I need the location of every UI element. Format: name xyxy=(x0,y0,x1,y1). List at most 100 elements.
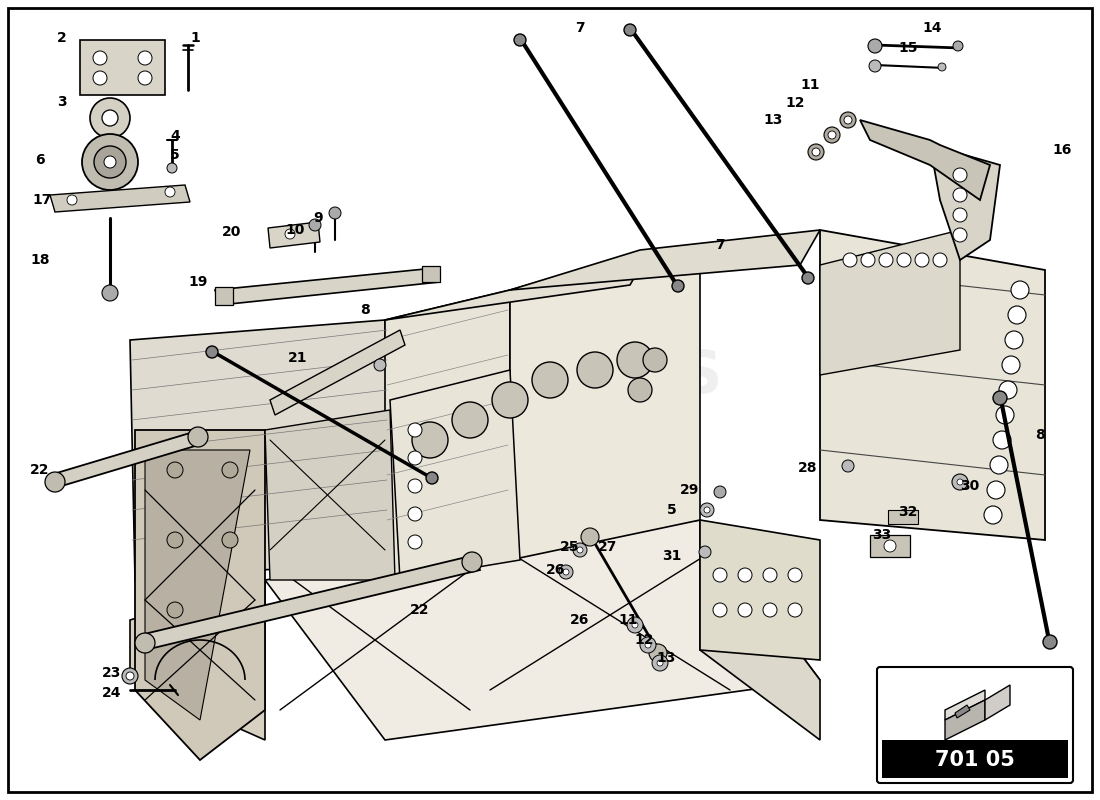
Text: 18: 18 xyxy=(31,253,50,267)
Text: 8: 8 xyxy=(360,303,370,317)
Text: 22: 22 xyxy=(31,463,50,477)
Circle shape xyxy=(581,528,600,546)
Circle shape xyxy=(868,39,882,53)
Polygon shape xyxy=(860,120,990,200)
Text: 33: 33 xyxy=(872,528,892,542)
Text: 10: 10 xyxy=(285,223,305,237)
Circle shape xyxy=(884,540,896,552)
Text: 26: 26 xyxy=(570,613,590,627)
Circle shape xyxy=(1011,281,1028,299)
Text: 701 05: 701 05 xyxy=(935,750,1015,770)
Text: 20: 20 xyxy=(222,225,242,239)
Polygon shape xyxy=(700,520,820,740)
Circle shape xyxy=(952,474,968,490)
Circle shape xyxy=(649,644,667,662)
Circle shape xyxy=(617,342,653,378)
Text: 9: 9 xyxy=(314,211,322,225)
Polygon shape xyxy=(268,222,320,248)
Text: 27: 27 xyxy=(598,540,618,554)
Circle shape xyxy=(135,633,155,653)
Circle shape xyxy=(996,406,1014,424)
Polygon shape xyxy=(945,690,984,720)
Circle shape xyxy=(408,451,422,465)
Circle shape xyxy=(843,253,857,267)
Text: 11: 11 xyxy=(618,613,638,627)
Circle shape xyxy=(167,462,183,478)
Circle shape xyxy=(953,41,962,51)
Polygon shape xyxy=(510,260,700,560)
Circle shape xyxy=(933,253,947,267)
Circle shape xyxy=(285,229,295,239)
Circle shape xyxy=(999,381,1018,399)
Circle shape xyxy=(713,568,727,582)
Text: 26: 26 xyxy=(547,563,565,577)
Polygon shape xyxy=(930,145,1000,260)
Circle shape xyxy=(573,543,587,557)
Text: 3: 3 xyxy=(57,95,67,109)
Text: 12: 12 xyxy=(635,633,653,647)
Circle shape xyxy=(578,547,583,553)
Circle shape xyxy=(714,486,726,498)
Circle shape xyxy=(763,568,777,582)
Text: 1: 1 xyxy=(190,31,200,45)
Circle shape xyxy=(578,352,613,388)
Circle shape xyxy=(492,382,528,418)
Circle shape xyxy=(990,456,1008,474)
Circle shape xyxy=(627,617,644,633)
Circle shape xyxy=(828,131,836,139)
Circle shape xyxy=(45,472,65,492)
Circle shape xyxy=(713,603,727,617)
Polygon shape xyxy=(270,330,405,415)
Circle shape xyxy=(953,188,967,202)
Circle shape xyxy=(165,187,175,197)
Circle shape xyxy=(700,503,714,517)
Polygon shape xyxy=(145,450,250,720)
Circle shape xyxy=(374,359,386,371)
Circle shape xyxy=(844,116,852,124)
Circle shape xyxy=(102,110,118,126)
Circle shape xyxy=(462,552,482,572)
Text: 29: 29 xyxy=(680,483,700,497)
Circle shape xyxy=(993,431,1011,449)
Polygon shape xyxy=(50,185,190,212)
Circle shape xyxy=(861,253,875,267)
Text: 4: 4 xyxy=(170,129,180,143)
Text: 5: 5 xyxy=(170,148,180,162)
Text: ETL PARTS: ETL PARTS xyxy=(378,347,722,405)
Circle shape xyxy=(408,535,422,549)
Polygon shape xyxy=(140,555,480,650)
Circle shape xyxy=(632,622,638,628)
Polygon shape xyxy=(385,290,510,580)
Circle shape xyxy=(824,127,840,143)
Polygon shape xyxy=(214,268,440,305)
Circle shape xyxy=(808,144,824,160)
Polygon shape xyxy=(984,685,1010,720)
Polygon shape xyxy=(945,700,984,740)
Circle shape xyxy=(993,391,1007,405)
Circle shape xyxy=(1002,356,1020,374)
Bar xyxy=(422,266,440,282)
Text: 30: 30 xyxy=(960,479,980,493)
Polygon shape xyxy=(390,370,520,580)
Circle shape xyxy=(1008,306,1026,324)
Polygon shape xyxy=(385,250,650,320)
Circle shape xyxy=(426,472,438,484)
Polygon shape xyxy=(135,430,265,760)
Polygon shape xyxy=(700,520,820,660)
Text: 5: 5 xyxy=(667,503,676,517)
Circle shape xyxy=(788,568,802,582)
Polygon shape xyxy=(130,320,390,580)
Circle shape xyxy=(953,228,967,242)
Circle shape xyxy=(206,346,218,358)
Circle shape xyxy=(408,507,422,521)
Text: 7: 7 xyxy=(575,21,585,35)
Circle shape xyxy=(138,51,152,65)
Circle shape xyxy=(167,602,183,618)
Text: 31: 31 xyxy=(662,549,682,563)
Circle shape xyxy=(652,655,668,671)
Polygon shape xyxy=(510,230,820,290)
Circle shape xyxy=(915,253,930,267)
Circle shape xyxy=(563,569,569,575)
Polygon shape xyxy=(80,40,165,95)
Circle shape xyxy=(788,603,802,617)
